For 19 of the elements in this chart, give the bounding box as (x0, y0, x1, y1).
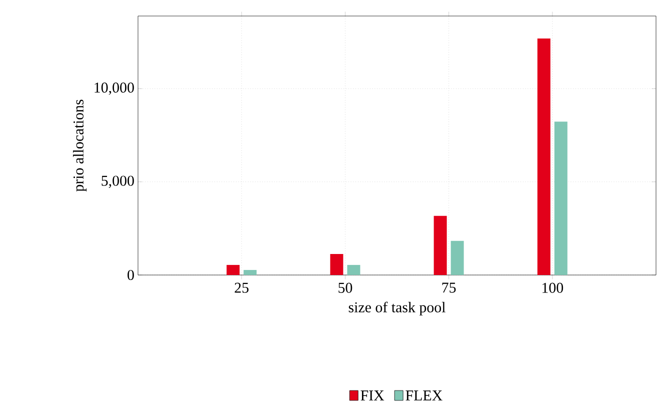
bar (226, 264, 240, 275)
x-tick-label: 50 (338, 282, 352, 293)
y-axis-title: prio allocations (73, 100, 87, 192)
bar (434, 216, 447, 275)
x-tick-label: 25 (234, 282, 248, 293)
legend-label: FLEX (406, 390, 442, 400)
bar (244, 270, 257, 275)
legend-label: FIX (360, 390, 384, 400)
bar (537, 38, 550, 275)
y-tick-label: 5,000 (102, 176, 134, 188)
x-tick-label: 100 (542, 282, 564, 293)
y-tick-label: 10,000 (94, 82, 134, 95)
bar (450, 240, 464, 275)
bar (347, 264, 360, 275)
bar (554, 122, 568, 275)
bar (330, 254, 344, 275)
y-tick-label: 0 (128, 270, 134, 280)
x-tick-label: 75 (442, 282, 456, 293)
x-axis-title: size of task pool (348, 302, 446, 316)
